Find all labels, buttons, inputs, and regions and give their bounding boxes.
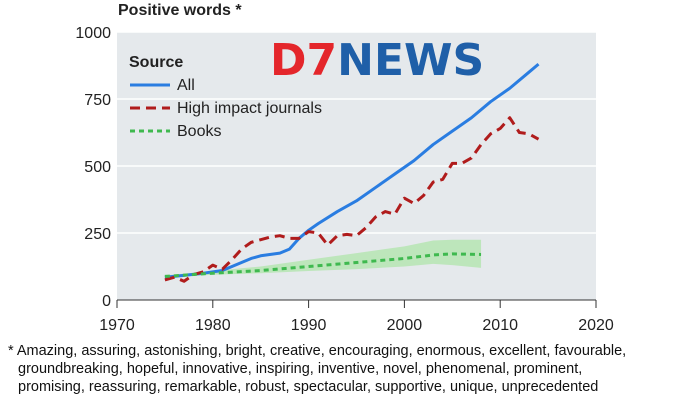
y-tick-label-0: 0 <box>102 293 111 310</box>
series-line-2 <box>164 252 482 278</box>
x-tick-label-0: 1970 <box>99 317 135 334</box>
x-tick-label-1: 1980 <box>195 317 231 334</box>
y-tick-label-4: 1000 <box>75 25 111 42</box>
line-chart: 1970 1980 1990 2000 2010 2020 0 250 500 750 1000 So… <box>75 25 613 334</box>
footnote: * Amazing, assuring, astonishing, bright… <box>8 342 694 396</box>
legend-label-1: High impact journals <box>177 100 322 117</box>
y-tick-label-2: 500 <box>84 159 111 176</box>
legend-label-2: Books <box>177 123 221 140</box>
footnote-line-2: groundbreaking, hopeful, innovative, ins… <box>18 361 583 377</box>
x-tick-label-5: 2020 <box>578 317 614 334</box>
chart-title: Positive words * <box>118 2 242 19</box>
series-line-1 <box>164 116 540 283</box>
series-line-0 <box>164 63 540 279</box>
plot-area: 1970 1980 1990 2000 2010 2020 0 250 500 750 1000 So… <box>75 25 613 334</box>
watermark-logo: D7NEWS <box>270 35 484 86</box>
watermark-prefix: D7 <box>270 35 337 86</box>
books-confidence-band <box>164 239 482 278</box>
footnote-line-3: promising, reassuring, remarkable, robus… <box>18 379 599 395</box>
y-tick-label-3: 750 <box>84 92 111 109</box>
legend-title: Source <box>129 54 183 71</box>
x-tick-label-3: 2000 <box>387 317 423 334</box>
y-tick-label-1: 250 <box>84 226 111 243</box>
footnote-line-1: * Amazing, assuring, astonishing, bright… <box>8 343 627 359</box>
x-tick-label-4: 2010 <box>482 317 518 334</box>
x-tick-label-2: 1990 <box>291 317 327 334</box>
watermark-suffix: NEWS <box>337 35 484 86</box>
legend-label-0: All <box>177 77 195 94</box>
